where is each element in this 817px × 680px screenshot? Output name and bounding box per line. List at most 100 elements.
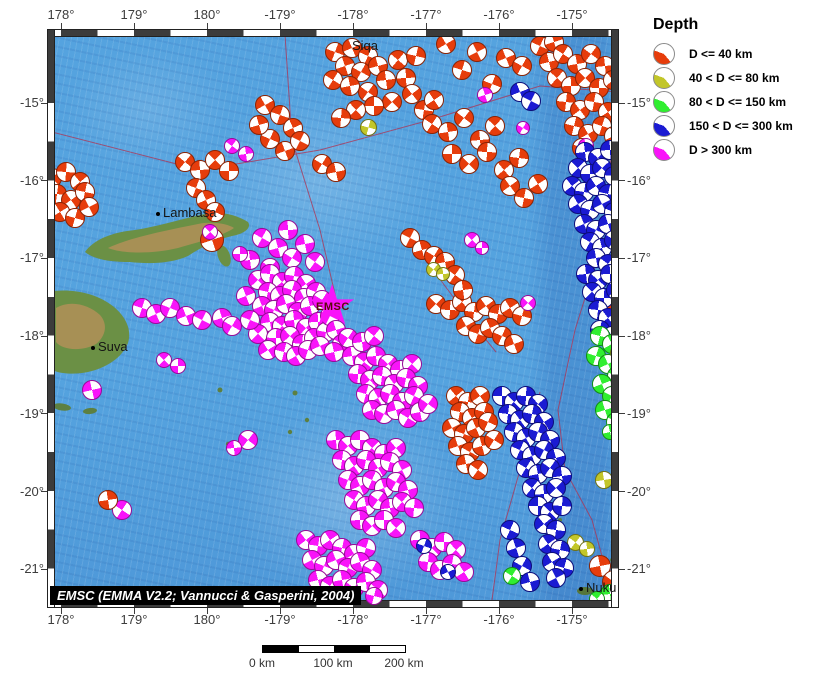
city-dot <box>91 345 95 350</box>
legend-beachball-icon <box>653 67 675 89</box>
focal-mechanism-beachball[interactable] <box>477 142 497 162</box>
focal-mechanism-beachball[interactable] <box>454 562 474 582</box>
focal-mechanism-beachball[interactable] <box>436 34 456 54</box>
legend-entry: D > 300 km <box>653 138 813 162</box>
focal-mechanism-beachball[interactable] <box>82 380 102 400</box>
focal-mechanism-beachball[interactable] <box>224 138 240 154</box>
focal-mechanism-beachball[interactable] <box>386 518 406 538</box>
focal-mechanism-beachball[interactable] <box>468 460 488 480</box>
focal-mechanism-beachball[interactable] <box>520 572 540 592</box>
frame-left <box>48 30 54 607</box>
lat-label-right: -19° <box>627 405 651 421</box>
focal-mechanism-beachball[interactable] <box>506 538 526 558</box>
focal-mechanism-beachball[interactable] <box>442 144 462 164</box>
focal-mechanism-beachball[interactable] <box>238 146 254 162</box>
focal-mechanism-beachball[interactable] <box>520 295 536 311</box>
focal-mechanism-beachball[interactable] <box>404 498 424 518</box>
focal-mechanism-beachball[interactable] <box>452 60 472 80</box>
focal-mechanism-beachball[interactable] <box>376 70 396 90</box>
axis-tick <box>425 23 427 29</box>
focal-mechanism-beachball[interactable] <box>305 252 325 272</box>
axis-tick <box>619 335 625 337</box>
focal-mechanism-beachball[interactable] <box>364 96 384 116</box>
focal-mechanism-beachball[interactable] <box>595 471 613 489</box>
focal-mechanism-beachball[interactable] <box>528 174 548 194</box>
focal-mechanism-beachball[interactable] <box>236 286 256 306</box>
focal-mechanism-beachball[interactable] <box>589 555 611 577</box>
focal-mechanism-beachball[interactable] <box>459 154 479 174</box>
focal-mechanism-beachball[interactable] <box>192 310 212 330</box>
focal-mechanism-beachball[interactable] <box>418 394 438 414</box>
focal-mechanism-beachball[interactable] <box>509 148 529 168</box>
focal-mechanism-beachball[interactable] <box>226 440 242 456</box>
focal-mechanism-beachball[interactable] <box>340 76 360 96</box>
focal-mechanism-beachball[interactable] <box>475 241 489 255</box>
focal-mechanism-beachball[interactable] <box>365 587 383 605</box>
focal-mechanism-beachball[interactable] <box>79 197 99 217</box>
focal-mechanism-beachball[interactable] <box>454 108 474 128</box>
focal-mechanism-beachball[interactable] <box>205 202 225 222</box>
focal-mechanism-beachball[interactable] <box>238 430 258 450</box>
lat-label-left: -15° <box>20 95 44 110</box>
focal-mechanism-beachball[interactable] <box>516 121 530 135</box>
focal-mechanism-beachball[interactable] <box>278 220 298 240</box>
focal-mechanism-beachball[interactable] <box>331 108 351 128</box>
focal-mechanism-beachball[interactable] <box>546 568 566 588</box>
focal-mechanism-beachball[interactable] <box>359 118 377 136</box>
focal-mechanism-beachball[interactable] <box>467 42 487 62</box>
lat-label-right: -16° <box>627 172 651 188</box>
focal-mechanism-beachball[interactable] <box>546 478 566 498</box>
focal-mechanism-beachball[interactable] <box>512 56 532 76</box>
focal-mechanism-beachball[interactable] <box>112 500 132 520</box>
focal-mechanism-beachball[interactable] <box>170 358 186 374</box>
focal-mechanism-beachball[interactable] <box>326 162 346 182</box>
city-name: Siqa <box>352 38 379 53</box>
focal-mechanism-beachball[interactable] <box>260 129 280 149</box>
focal-mechanism-beachball[interactable] <box>504 334 524 354</box>
focal-mechanism-beachball[interactable] <box>521 91 541 111</box>
focal-mechanism-beachball[interactable] <box>275 141 295 161</box>
focal-mechanism-beachball[interactable] <box>219 161 239 181</box>
focal-mechanism-beachball[interactable] <box>514 188 534 208</box>
focal-mechanism-beachball[interactable] <box>252 228 272 248</box>
emsc-star-label: EMSC <box>316 301 350 313</box>
focal-mechanism-beachball[interactable] <box>290 131 310 151</box>
focal-mechanism-beachball[interactable] <box>240 310 260 330</box>
focal-mechanism-beachball[interactable] <box>364 326 384 346</box>
focal-mechanism-beachball[interactable] <box>295 234 315 254</box>
axis-tick <box>498 608 500 614</box>
axis-tick <box>619 413 625 415</box>
focal-mechanism-beachball[interactable] <box>402 84 422 104</box>
focal-mechanism-beachball[interactable] <box>438 122 458 142</box>
focal-mechanism-beachball[interactable] <box>478 412 498 432</box>
axis-tick <box>133 608 135 614</box>
focal-mechanism-beachball[interactable] <box>424 90 444 110</box>
focal-mechanism-beachball[interactable] <box>503 567 521 585</box>
focal-mechanism-beachball[interactable] <box>579 541 595 557</box>
focal-mechanism-beachball[interactable] <box>202 224 218 240</box>
focal-mechanism-beachball[interactable] <box>477 87 493 103</box>
focal-mechanism-beachball[interactable] <box>485 116 505 136</box>
focal-mechanism-beachball[interactable] <box>382 92 402 112</box>
focal-mechanism-beachball[interactable] <box>232 246 248 262</box>
focal-mechanism-beachball[interactable] <box>249 115 269 135</box>
focal-mechanism-beachball[interactable] <box>98 490 118 510</box>
axis-tick <box>206 608 208 614</box>
focal-mechanism-beachball[interactable] <box>440 564 456 580</box>
focal-mechanism-beachball[interactable] <box>406 46 426 66</box>
city-name: Suva <box>98 339 128 354</box>
map-canvas[interactable]: EMSC Siqa Lambasa Suva Nuku EMSC (EMMA V2.2… <box>47 29 619 608</box>
axis-tick <box>619 180 625 182</box>
axis-tick <box>133 23 135 29</box>
axis-tick <box>41 180 47 182</box>
focal-mechanism-beachball[interactable] <box>500 520 520 540</box>
focal-mechanism-beachball[interactable] <box>552 496 572 516</box>
focal-mechanism-beachball[interactable] <box>388 50 408 70</box>
focal-mechanism-beachball[interactable] <box>222 316 242 336</box>
focal-mechanism-beachball[interactable] <box>416 538 432 554</box>
axis-tick <box>619 568 625 570</box>
focal-mechanism-beachball[interactable] <box>484 430 504 450</box>
lon-label-top: 178° <box>47 7 75 22</box>
focal-mechanism-beachball[interactable] <box>453 280 473 300</box>
focal-mechanism-beachball[interactable] <box>436 267 450 281</box>
